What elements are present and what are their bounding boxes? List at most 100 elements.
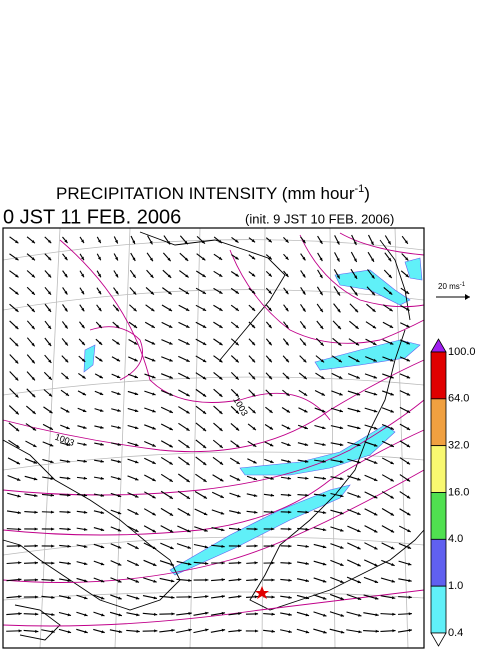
wind-arrow-head xyxy=(100,425,104,429)
wind-arrow-head xyxy=(235,393,239,397)
wind-arrow-head xyxy=(134,409,139,413)
wind-arrow-head xyxy=(202,274,206,278)
wind-arrow-head xyxy=(48,359,52,363)
wind-arrow-head xyxy=(169,375,173,379)
wind-arrow-head xyxy=(387,241,391,245)
wind-arrow-head xyxy=(338,375,343,379)
wind-arrow-head xyxy=(253,493,258,497)
wind-arrow-head xyxy=(49,443,54,447)
wind-arrow-head xyxy=(152,426,156,430)
wind-arrow-head xyxy=(167,257,171,262)
wind-arrow-head xyxy=(357,443,361,447)
isobar xyxy=(89,326,143,381)
wind-arrow-head xyxy=(218,290,223,294)
wind-arrow-head xyxy=(406,375,411,379)
colorbar-segment xyxy=(430,492,447,540)
wind-arrow-head xyxy=(152,375,156,379)
wind-arrow-head xyxy=(285,239,289,243)
wind-arrow-head xyxy=(356,392,361,396)
wind-arrow-head xyxy=(253,460,257,464)
wind-arrow-head xyxy=(323,630,327,634)
precip-band xyxy=(169,484,351,576)
wind-arrow-head xyxy=(100,579,105,583)
wind-arrow-head xyxy=(81,307,85,312)
wind-arrow-head xyxy=(35,612,39,616)
wind-arrow-head xyxy=(270,493,275,497)
wind-arrow-head xyxy=(67,596,71,600)
wind-arrow-head xyxy=(221,594,225,598)
wind-arrow-head xyxy=(338,342,342,346)
wind-arrow-head xyxy=(392,612,396,616)
wind-arrow-head xyxy=(288,544,292,548)
wind-arrow-head xyxy=(373,495,378,499)
wind-arrow-head xyxy=(202,461,207,466)
wind-arrow-head xyxy=(17,494,21,498)
wind-arrow-head xyxy=(169,529,174,533)
wind-arrow-head xyxy=(406,358,411,362)
wind-arrow-head xyxy=(152,529,156,533)
wind-arrow-head xyxy=(205,595,209,599)
wind-arrow-head xyxy=(117,511,122,515)
wind-arrow-head xyxy=(337,308,341,313)
wind-arrow-head xyxy=(98,324,102,329)
colorbar-segment xyxy=(430,398,447,447)
wind-arrow-head xyxy=(152,546,157,550)
wind-arrow-head xyxy=(374,546,378,550)
wind-arrow-head xyxy=(14,342,19,347)
isobar xyxy=(2,429,425,536)
wind-arrow-head xyxy=(169,478,173,482)
wind-arrow-head xyxy=(201,257,206,261)
wind-arrow-head xyxy=(202,307,207,311)
wind-arrow-head xyxy=(392,629,396,633)
wind-arrow-head xyxy=(202,342,207,345)
wind-arrow-head xyxy=(171,628,175,632)
init-time: (init. 9 JST 10 FEB. 2006) xyxy=(245,211,394,226)
wind-arrow-head xyxy=(322,596,327,600)
wind-arrow-head xyxy=(390,358,394,362)
wind-arrow-head xyxy=(336,275,340,279)
wind-arrow-head xyxy=(305,596,309,600)
wind-arrow-head xyxy=(64,273,68,278)
wind-arrow-head xyxy=(355,342,360,346)
wind-arrow-head xyxy=(64,342,68,346)
wind-arrow-head xyxy=(100,476,104,480)
wind-arrow-head xyxy=(116,341,120,345)
wind-arrow-head xyxy=(101,613,105,617)
isobar xyxy=(2,359,425,453)
wind-arrow-head xyxy=(31,359,35,364)
wind-arrow-head xyxy=(81,273,84,278)
wind-arrow-head xyxy=(235,307,239,311)
wind-arrow-head xyxy=(117,460,122,463)
precip-band xyxy=(83,344,96,373)
wind-arrow-head xyxy=(218,239,222,244)
wind-arrow-head xyxy=(154,629,158,633)
wind-arrow-head xyxy=(388,291,393,295)
wind-arrow-head xyxy=(254,561,258,565)
wind-arrow-head xyxy=(64,359,69,363)
wind-arrow-head xyxy=(18,612,22,616)
wind-arrow-head xyxy=(406,461,411,465)
wind-arrow-head xyxy=(67,544,71,548)
wind-arrow-head xyxy=(117,562,122,566)
wind-arrow-head xyxy=(167,274,172,278)
wind-arrow-head xyxy=(169,427,173,430)
wind-arrow-head xyxy=(101,630,105,634)
longitude-lines xyxy=(39,227,409,649)
wind-arrow-head xyxy=(389,308,393,312)
wind-arrow-head xyxy=(390,426,394,430)
wind-arrow-head xyxy=(134,477,139,481)
wind-arrow-head xyxy=(322,528,327,532)
wind-arrow-head xyxy=(31,308,35,312)
wind-arrow-head xyxy=(371,291,376,296)
wind-arrow-head xyxy=(372,342,377,345)
wind-arrow-head xyxy=(188,628,192,632)
wind-arrow-head xyxy=(15,257,19,261)
wind-arrow-head xyxy=(114,240,118,244)
wind-arrow-head xyxy=(374,596,379,600)
wind-arrow-head xyxy=(271,527,275,531)
wind-arrow-head xyxy=(82,392,86,396)
wind-arrow-head xyxy=(169,358,173,362)
wind-arrow-head xyxy=(188,611,192,615)
wind-arrow-head xyxy=(151,324,155,328)
wind-arrow-head xyxy=(48,376,52,380)
